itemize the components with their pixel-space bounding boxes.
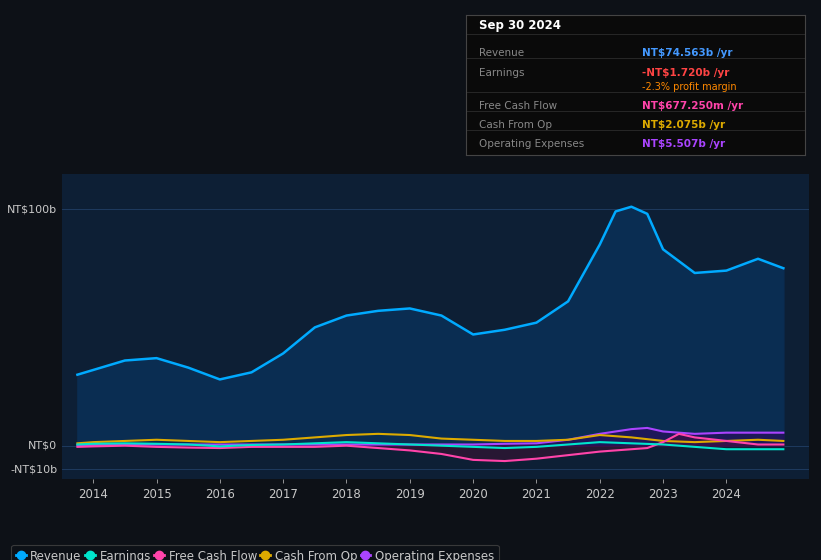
Text: Operating Expenses: Operating Expenses — [479, 139, 585, 150]
Text: NT$2.075b /yr: NT$2.075b /yr — [642, 120, 725, 130]
Text: -2.3% profit margin: -2.3% profit margin — [642, 82, 736, 92]
Text: NT$0: NT$0 — [29, 441, 57, 451]
Text: Sep 30 2024: Sep 30 2024 — [479, 19, 561, 32]
Legend: Revenue, Earnings, Free Cash Flow, Cash From Op, Operating Expenses: Revenue, Earnings, Free Cash Flow, Cash … — [11, 545, 499, 560]
Text: NT$100b: NT$100b — [7, 204, 57, 214]
Text: NT$5.507b /yr: NT$5.507b /yr — [642, 139, 725, 150]
Text: Free Cash Flow: Free Cash Flow — [479, 101, 557, 111]
Text: NT$74.563b /yr: NT$74.563b /yr — [642, 48, 732, 58]
Text: -NT$1.720b /yr: -NT$1.720b /yr — [642, 68, 729, 77]
Text: NT$677.250m /yr: NT$677.250m /yr — [642, 101, 743, 111]
Text: Earnings: Earnings — [479, 68, 525, 77]
Text: -NT$10b: -NT$10b — [11, 464, 57, 474]
Text: Cash From Op: Cash From Op — [479, 120, 552, 130]
Text: Revenue: Revenue — [479, 48, 525, 58]
